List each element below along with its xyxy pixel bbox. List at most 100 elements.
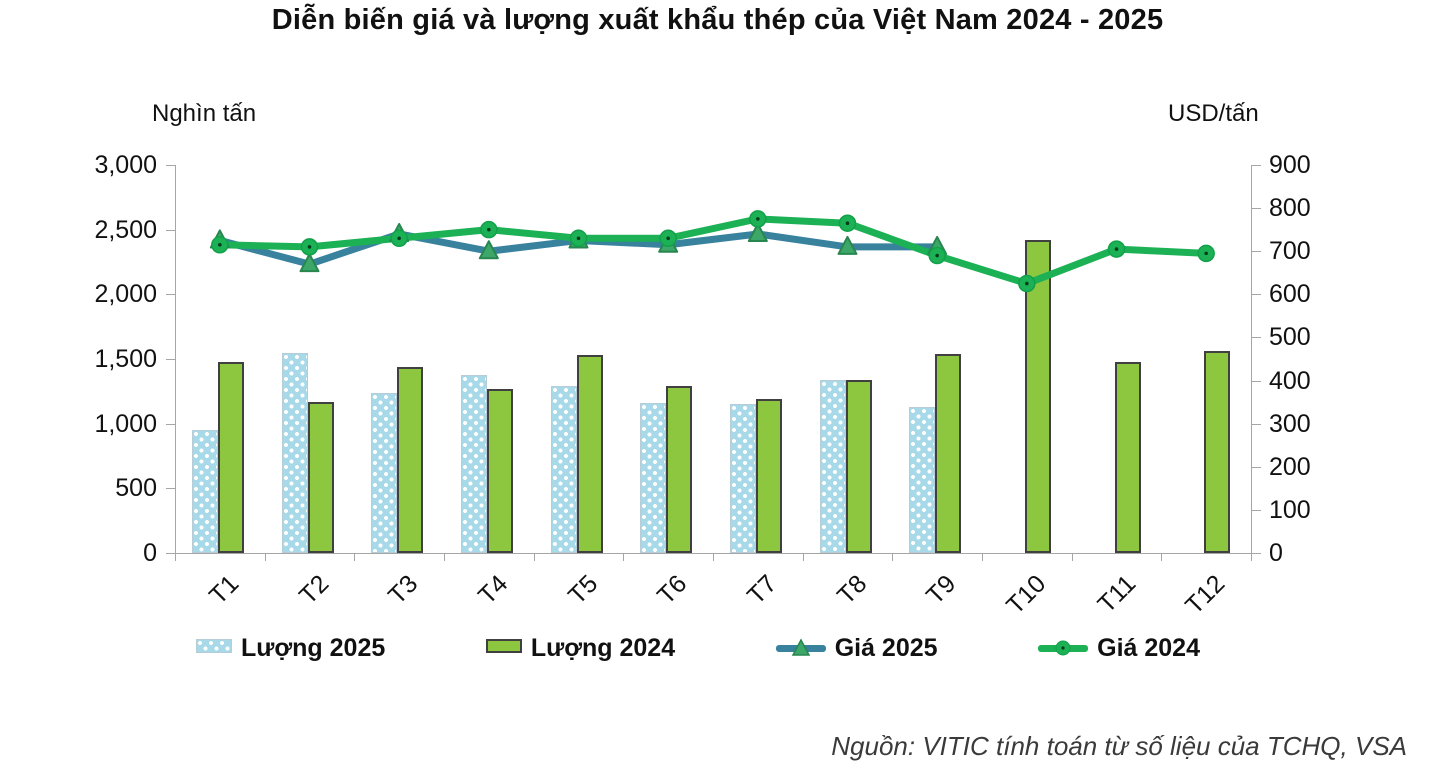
legend-label: Giá 2025 [834,633,938,662]
bar-lượng-2025-t2 [281,352,308,553]
right-axis-tick [1252,509,1261,511]
x-axis-tick [802,553,804,561]
marker-center-dot [845,221,850,225]
right-axis-tick-label: 200 [1269,452,1311,481]
x-axis-tick [264,553,266,561]
chart-legend: Lượng 2025 Lượng 2024 Giá 2025 Giá 2024 [196,633,1200,663]
legend-item-giá-2025: Giá 2025 [775,633,938,663]
bar-lượng-2025-t7 [729,404,756,553]
x-axis-tick [175,553,176,561]
right-axis-tick-label: 300 [1269,409,1311,438]
bar-lượng-2024-t10 [1024,240,1051,553]
right-axis-tick-label: 800 [1269,194,1311,223]
legend-bar-color-chip [485,638,522,653]
right-axis-tick [1252,553,1261,554]
marker-center-dot [576,236,581,241]
x-axis-tick [1251,553,1252,561]
right-axis-tick [1252,251,1261,253]
bar-lượng-2025-t4 [460,374,487,553]
left-axis-tick-label: 2,000 [94,280,157,309]
x-axis-tick [444,553,445,561]
right-axis-tick [1252,208,1261,210]
left-axis-unit-label: Nghìn tấn [152,100,257,127]
marker-circle-giá-2024 [211,236,229,254]
legend-bar-color-chip [196,638,232,653]
x-axis-category-label: T12 [1180,569,1231,620]
legend-triangle-marker-icon [791,638,810,656]
bar-lượng-2025-t9 [909,406,936,553]
line-giá-2025 [216,230,941,268]
marker-circle-giá-2024 [659,229,677,248]
right-axis-tick [1252,380,1261,382]
left-axis-line [175,165,176,553]
x-axis-category-label: T9 [921,569,962,611]
marker-circle-giá-2024 [1197,244,1215,263]
legend-item-lượng-2024: Lượng 2024 [485,633,676,663]
bar-lượng-2024-t1 [217,361,244,553]
marker-triangle-giá-2025 [747,222,768,242]
bar-lượng-2024-t9 [935,353,962,553]
bar-lượng-2025-t3 [371,392,398,553]
bar-lượng-2024-t4 [486,388,513,553]
bar-lượng-2025-t1 [191,430,218,553]
marker-circle-giá-2024 [749,210,767,228]
x-axis-tick [1071,553,1073,561]
legend-label: Lượng 2025 [241,633,386,662]
marker-triangle-giá-2025 [478,240,499,260]
bar-lượng-2024-t6 [666,386,693,553]
x-axis-tick [623,553,625,561]
x-axis-tick [892,553,894,561]
right-axis-tick [1252,423,1261,425]
left-axis-tick [166,294,175,296]
x-axis-category-label: T6 [652,569,693,611]
legend-item-giá-2024: Giá 2024 [1038,634,1200,663]
right-axis-tick-label: 400 [1269,366,1311,395]
left-axis-tick [166,488,175,490]
bar-lượng-2024-t2 [307,401,334,553]
marker-center-dot [1204,251,1208,256]
legend-circle-marker-icon [1055,640,1071,656]
x-axis-tick [1161,553,1163,561]
right-axis-tick-label: 500 [1269,323,1311,352]
marker-circle-giá-2024 [1107,240,1126,258]
right-axis-tick [1252,294,1261,296]
left-axis-tick [166,359,175,360]
x-axis-category-label: T3 [383,569,424,611]
legend-label: Lượng 2024 [530,633,676,662]
bar-lượng-2024-t8 [845,379,872,553]
marker-center-dot [666,236,670,241]
right-axis-line [1251,165,1252,553]
bar-lượng-2024-t12 [1204,351,1231,553]
left-axis-tick [166,553,175,554]
x-axis-category-label: T7 [741,569,783,611]
right-axis-tick-label: 0 [1269,539,1283,567]
legend-swatch-line-marker-icon [775,638,826,657]
left-axis-tick-label: 1,000 [94,409,157,438]
x-axis-tick [533,553,535,561]
marker-circle-giá-2024 [928,246,946,265]
marker-center-dot [935,253,939,258]
legend-label: Giá 2024 [1097,633,1200,662]
marker-center-dot [1114,247,1119,251]
legend-item-lượng-2025: Lượng 2025 [196,634,385,663]
right-axis-unit-label: USD/tấn [1168,100,1259,127]
left-axis-tick-label: 0 [143,539,157,567]
right-axis-tick-label: 600 [1269,280,1311,309]
bar-lượng-2024-t7 [755,399,782,553]
left-axis-tick-label: 2,500 [94,215,157,244]
source-note: Nguồn: VITIC tính toán từ số liệu của TC… [831,731,1407,761]
marker-circle-giá-2024 [390,229,408,248]
right-axis-tick [1252,337,1261,339]
bar-lượng-2025-t8 [819,379,846,553]
x-axis-category-label: T5 [562,569,603,611]
bar-lượng-2024-t11 [1114,361,1141,553]
marker-triangle-giá-2025 [568,229,589,249]
x-axis-category-label: T11 [1091,569,1141,619]
left-axis-tick-label: 1,500 [94,345,157,373]
x-axis-category-label: T4 [472,569,514,611]
x-axis-category-label: T10 [1000,569,1052,620]
chart-title: Diễn biến giá và lượng xuất khẩu thép củ… [271,4,1164,36]
marker-circle-giá-2024 [569,229,588,248]
right-axis-tick [1252,165,1261,166]
